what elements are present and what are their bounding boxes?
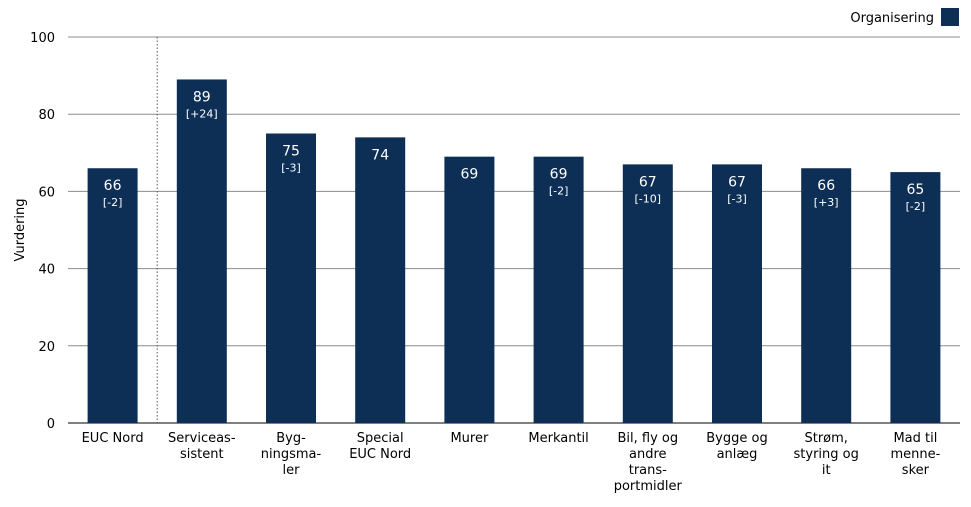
x-tick-label: it (822, 463, 831, 478)
bar (801, 168, 852, 423)
x-tick-label: styring og (794, 447, 859, 462)
y-axis-label: Vurdering (13, 198, 28, 261)
x-tick-label: Serviceas- (168, 431, 236, 446)
x-tick-label: Bil, fly og (617, 431, 678, 446)
bar (266, 133, 316, 423)
x-tick-label: sistent (180, 447, 224, 462)
bar-change-label: [-2] (549, 185, 569, 198)
x-tick-label: trans- (629, 463, 667, 478)
bar (444, 156, 495, 423)
x-tick-label: Strøm, (804, 431, 847, 446)
legend-swatch (941, 8, 959, 26)
bar-change-label: [+3] (814, 196, 839, 209)
bar (533, 156, 584, 423)
legend-label: Organisering (850, 11, 934, 26)
bar-change-label: [-3] (281, 162, 301, 175)
x-tick-label: sker (902, 463, 930, 478)
bar-value-label: 67 (639, 174, 657, 190)
bars: 66 [-2] 89 [+24] 75 [-3] 74 69 69 [-2] 67 [-10] 67 [-… (87, 79, 941, 424)
x-tick-label: andre (629, 447, 667, 462)
bar (622, 164, 673, 423)
legend: Organisering (850, 8, 959, 26)
x-tick-label: Byg- (276, 431, 306, 446)
x-axis-labels: EUC Nord Serviceas-sistent Byg-ningsma-ler… (82, 431, 941, 494)
y-tick-label: 100 (30, 31, 55, 46)
bar-value-label: 67 (728, 174, 746, 190)
y-tick-label: 80 (38, 108, 55, 123)
bar (890, 172, 941, 423)
x-tick-label: Murer (450, 431, 489, 446)
y-tick-label: 0 (47, 417, 55, 432)
x-tick-label: Special (357, 431, 404, 446)
bar-value-label: 65 (906, 182, 924, 198)
bar (355, 137, 406, 424)
bar-value-label: 69 (460, 167, 478, 183)
x-tick-label: EUC Nord (82, 431, 144, 446)
x-tick-label: ningsma- (261, 447, 322, 462)
y-tick-label: 20 (38, 340, 55, 355)
bar-value-label: 66 (104, 178, 122, 194)
x-tick-label: portmidler (614, 479, 683, 494)
bar-value-label: 66 (817, 178, 835, 194)
bar-value-label: 75 (282, 144, 300, 160)
bar-value-label: 74 (371, 147, 389, 163)
bar-change-label: [-3] (727, 192, 747, 205)
bar (176, 79, 227, 424)
x-tick-label: ler (283, 463, 301, 478)
x-tick-label: menne- (890, 447, 940, 462)
bar-change-label: [+24] (186, 107, 218, 120)
y-tick-label: 60 (38, 185, 55, 200)
bar-change-label: [-2] (906, 200, 926, 213)
bar-value-label: 89 (193, 89, 211, 105)
x-tick-label: Mad til (893, 431, 937, 446)
x-tick-label: anlæg (717, 447, 758, 462)
y-tick-label: 40 (38, 263, 55, 278)
bar-change-label: [-2] (103, 196, 123, 209)
bar (712, 164, 762, 423)
x-tick-label: Bygge og (706, 431, 767, 446)
bar (87, 168, 138, 423)
y-axis-ticks: 0 20 40 60 80 100 (30, 31, 55, 432)
x-tick-label: EUC Nord (349, 447, 411, 462)
bar-value-label: 69 (550, 167, 568, 183)
x-tick-label: Merkantil (528, 431, 588, 446)
bar-change-label: [-10] (635, 192, 662, 205)
